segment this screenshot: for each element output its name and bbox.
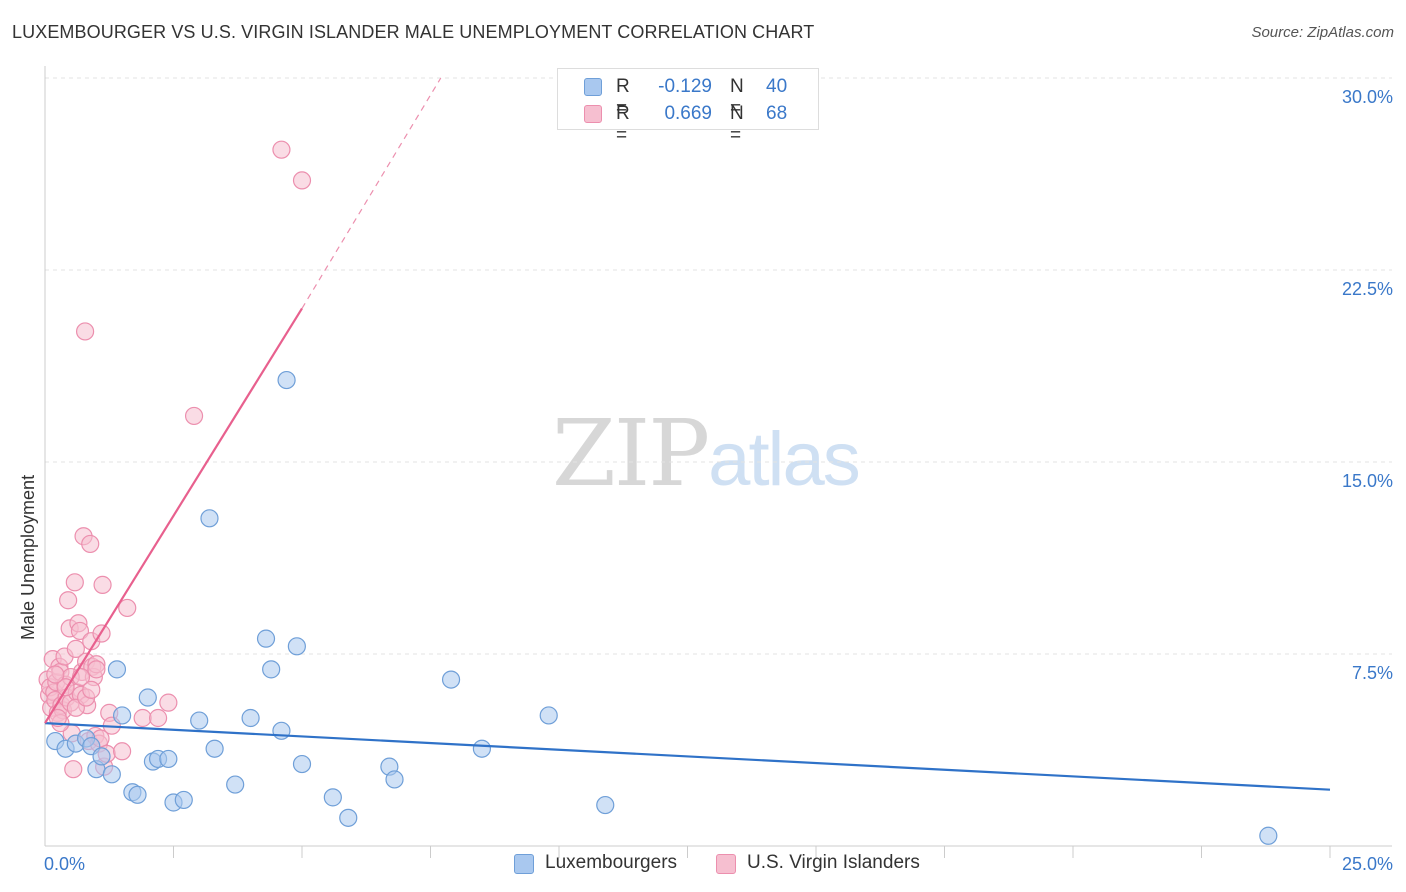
luxembourger-point [277,370,296,390]
luxembourger-point [92,747,111,766]
chart-title: LUXEMBOURGER VS U.S. VIRGIN ISLANDER MAL… [12,22,815,42]
legend-swatch-blue [514,854,534,874]
legend-swatch-pink [716,854,736,874]
luxembourger-point [287,637,306,656]
luxembourger-point [472,739,491,758]
legend-label: U.S. Virgin Islanders [747,852,920,873]
virgin-islander-point [112,742,132,761]
legend-r-label: R = [616,103,630,146]
y-tick-label: 22.5% [1342,279,1393,299]
watermark-atlas: atlas [708,417,861,502]
legend-n-label: N = [730,103,744,146]
luxembourger-point [339,808,358,827]
legend-swatch-blue [584,78,602,96]
legend-n-value: 40 [766,76,788,97]
luxembourger-point [102,765,121,784]
legend-r-value: 0.669 [664,103,712,124]
virgin-islander-point [70,621,90,641]
virgin-islander-point [159,693,178,712]
luxembourger-point [256,629,276,648]
virgin-islander-point [46,665,65,684]
y-tick-label: 7.5% [1352,663,1393,683]
legend-swatch-pink [584,105,602,123]
legend-r-value: -0.129 [658,76,712,97]
y-axis-label: Male Unemployment [18,474,38,640]
virgin-islander-point [292,171,312,190]
luxembourger-point [385,770,404,789]
luxembourger-point [323,788,342,807]
luxembourger-point [112,706,132,725]
virgin-islander-point [118,598,137,618]
virgin-islander-point [65,573,84,592]
virgin-islander-point [81,534,100,554]
virgin-islander-point [93,575,112,594]
virgin-islander-point [82,680,101,699]
virgin-islander-point [64,760,83,779]
luxembourger-point [596,795,615,815]
luxembourger-point [128,785,147,804]
luxembourger-point [200,509,219,528]
luxembourger-point [159,749,178,769]
legend-label: Luxembourgers [545,852,678,873]
correlation-legend: R = -0.129 N = 40 R = 0.669 N = 68 [557,68,819,146]
luxembourger-point [262,660,281,679]
luxembourger-point [226,775,245,794]
y-tick-label: 30.0% [1342,87,1393,107]
legend-r-label: R = [616,76,630,119]
legend-n-label: N = [730,76,744,119]
virgin-islander-trend-line [44,307,303,724]
virgin-islander-point [148,708,168,728]
x-tick-label: 25.0% [1342,854,1393,874]
virgin-islander-point [87,660,106,679]
luxembourger-point [241,708,260,728]
luxembourger-point [539,706,558,725]
luxembourger-trend-line [44,722,1331,791]
source-label: Source: ZipAtlas.com [1251,24,1394,41]
virgin-islander-point [66,639,85,658]
y-tick-label: 15.0% [1342,471,1393,491]
luxembourger-point [1259,826,1278,845]
x-tick-label: 0.0% [44,854,85,874]
luxembourger-point [292,754,312,774]
luxembourger-point [441,670,461,689]
luxembourger-point [138,688,157,707]
virgin-islander-point [272,140,291,159]
watermark: ZIPatlas [552,400,861,507]
virgin-islander-trend-extension [301,77,442,309]
virgin-islander-point [75,322,95,341]
legend-n-value: 68 [766,103,788,124]
virgin-islander-point [184,406,204,426]
luxembourger-point [174,790,193,810]
luxembourger-point [107,660,127,679]
watermark-zip: ZIP [552,400,710,507]
luxembourger-point [205,739,224,758]
luxembourger-point [190,711,209,730]
virgin-islander-point [133,708,152,728]
virgin-islander-point [59,591,78,610]
